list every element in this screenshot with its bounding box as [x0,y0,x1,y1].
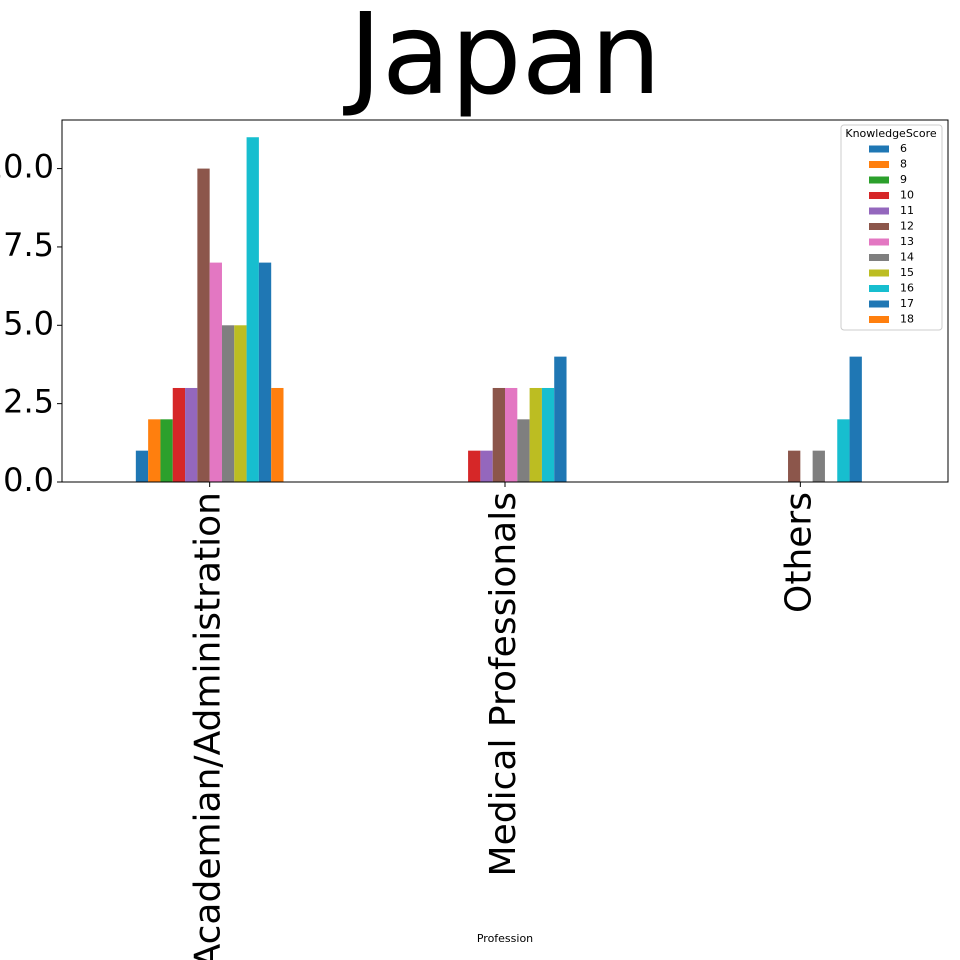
bar [258,262,272,482]
legend-swatch [869,316,889,323]
legend-label: 18 [900,313,914,326]
legend-label: 16 [900,282,914,295]
bar [492,387,505,482]
legend-label: 9 [900,173,907,186]
bar [849,356,862,482]
y-tick-label: 0.0 [3,461,54,499]
legend-label: 13 [900,235,914,248]
legend-swatch [869,300,889,308]
chart-title: Japan [343,0,661,120]
legend-swatch [869,176,889,184]
bar [185,387,198,482]
bar [517,419,530,482]
legend-swatch [869,238,889,246]
legend-label: 17 [900,297,914,310]
bar [209,262,222,482]
bar [234,325,247,482]
legend-swatch [869,269,889,277]
bar [197,168,210,483]
legend-box [840,124,943,331]
legend-swatch [869,223,889,230]
legend-swatch [869,207,889,215]
bar [221,325,235,482]
x-axis-label: Profession [477,932,533,945]
legend-label: 15 [900,266,914,279]
legend-label: 14 [900,251,914,264]
bar [160,419,173,482]
legend-title: KnowledgeScore [845,127,937,140]
bar [246,137,259,482]
y-tick-label: 7.5 [3,226,54,264]
legend-label: 11 [900,204,914,217]
plot-frame [61,119,949,483]
y-tick-label: 5.0 [3,304,54,342]
bar [271,387,284,482]
bar [837,419,850,482]
legend-swatch [869,285,889,292]
legend-swatch [869,192,889,199]
bar [480,450,493,482]
y-tick-label: 10.0 [0,148,54,186]
legend-label: 6 [900,142,907,155]
bar [812,450,825,482]
x-tick-label: Others [778,492,819,613]
bar [788,450,801,482]
bar [172,387,186,482]
legend-swatch [869,145,889,153]
y-tick-label: 2.5 [3,383,54,421]
legend-swatch [869,161,889,168]
x-tick-label: Academian/Administration [188,492,229,960]
x-tick-label: Medical Professionals [483,492,524,876]
bar [529,387,542,482]
bar [148,419,161,482]
bar [505,387,518,482]
legend-swatch [869,254,889,261]
bar [541,387,555,482]
bar [468,450,481,482]
legend-label: 10 [900,189,914,202]
legend-label: 12 [900,220,914,233]
legend-label: 8 [900,158,907,171]
bar [135,450,149,482]
bar [554,356,567,482]
